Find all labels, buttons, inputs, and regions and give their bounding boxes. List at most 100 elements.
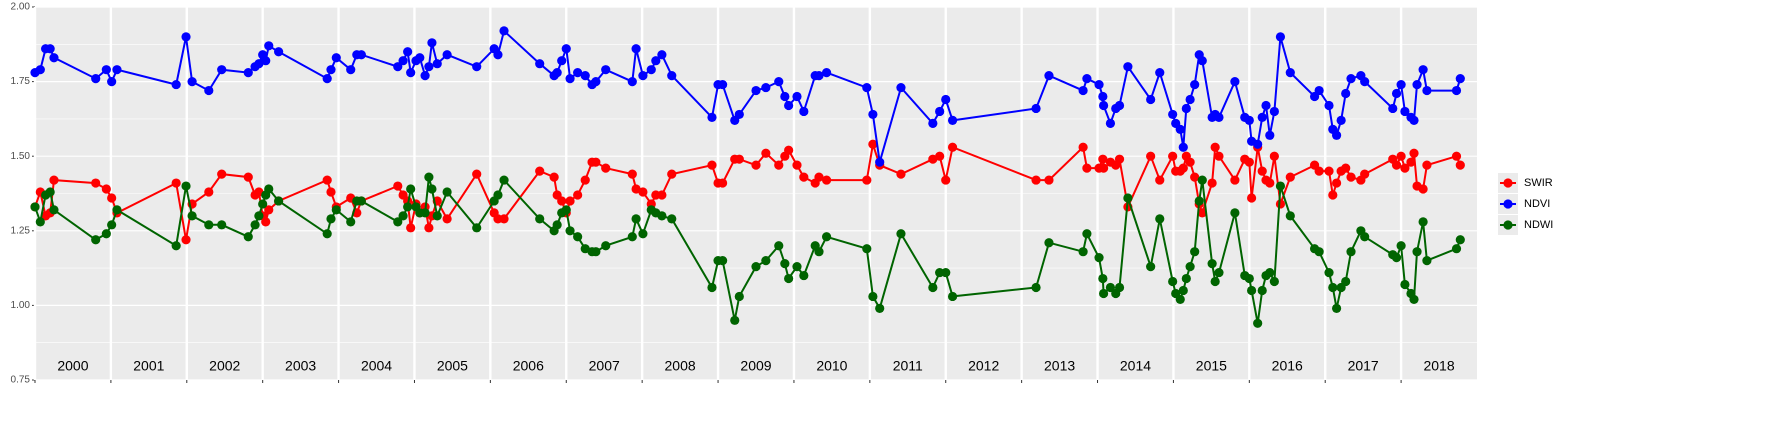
point: [552, 220, 562, 230]
point: [638, 229, 648, 239]
point: [1230, 77, 1240, 87]
point: [91, 178, 101, 188]
point: [1360, 77, 1370, 87]
point: [1331, 303, 1342, 313]
point: [761, 256, 771, 266]
legend-point: [1503, 220, 1513, 230]
point: [1391, 88, 1402, 99]
point: [868, 109, 878, 120]
point: [1098, 288, 1109, 299]
point: [112, 205, 122, 215]
point: [499, 175, 509, 185]
point: [1341, 88, 1351, 99]
point: [734, 291, 744, 302]
point: [49, 205, 59, 215]
year-label: 2012: [968, 358, 999, 374]
point: [1253, 318, 1263, 328]
point: [1078, 247, 1088, 257]
point: [1269, 151, 1279, 161]
year-label: 2004: [361, 358, 392, 374]
point: [601, 163, 611, 173]
point: [171, 241, 181, 251]
point: [1396, 151, 1406, 161]
point: [565, 74, 575, 84]
point: [331, 53, 341, 63]
point: [601, 65, 611, 75]
y-tick-label: 1.00: [11, 300, 31, 311]
point: [499, 214, 509, 224]
point: [1190, 79, 1200, 90]
point: [718, 79, 728, 90]
point: [667, 169, 677, 179]
point: [1194, 196, 1204, 206]
year-label: 2017: [1348, 358, 1379, 374]
point: [1400, 279, 1410, 290]
point: [1455, 235, 1465, 245]
year-label: 2010: [816, 358, 847, 374]
point: [557, 56, 567, 66]
point: [535, 214, 545, 224]
point: [1400, 106, 1410, 117]
point: [535, 166, 545, 176]
point: [1275, 181, 1286, 191]
point: [1418, 184, 1428, 194]
point: [261, 217, 271, 227]
point: [1360, 232, 1370, 242]
point: [1214, 151, 1224, 161]
point: [1185, 94, 1195, 105]
point: [1044, 238, 1054, 248]
point: [799, 172, 809, 182]
point: [1105, 282, 1116, 293]
point: [1230, 208, 1240, 218]
point: [1246, 285, 1257, 296]
point: [573, 68, 583, 78]
year-label: 2001: [133, 358, 164, 374]
point: [1388, 103, 1398, 114]
point: [1314, 247, 1324, 257]
point: [1418, 65, 1428, 75]
point: [1406, 157, 1416, 167]
point: [1346, 172, 1356, 182]
point: [1178, 285, 1188, 296]
point: [424, 172, 434, 182]
point: [1031, 282, 1041, 293]
point: [875, 157, 885, 167]
point: [631, 214, 641, 224]
point: [657, 211, 667, 221]
point: [751, 85, 761, 96]
point: [217, 220, 227, 230]
point: [181, 181, 191, 191]
point: [101, 229, 111, 239]
point: [432, 59, 442, 69]
year-label: 2000: [57, 358, 88, 374]
point: [730, 315, 740, 325]
point: [204, 85, 214, 96]
point: [398, 56, 408, 66]
point: [356, 196, 366, 206]
point: [784, 100, 794, 111]
point: [1098, 91, 1108, 102]
point: [1031, 103, 1041, 114]
point: [1114, 154, 1125, 164]
point: [631, 44, 641, 54]
point: [580, 175, 590, 185]
point: [420, 71, 430, 81]
point: [1331, 130, 1342, 140]
point: [1455, 74, 1465, 84]
point: [322, 74, 332, 84]
point: [250, 220, 260, 230]
year-label: 2007: [589, 358, 620, 374]
point: [322, 175, 332, 185]
point: [101, 184, 111, 194]
point: [442, 187, 452, 197]
point: [258, 199, 268, 209]
point: [1082, 163, 1092, 173]
point: [424, 223, 434, 233]
point: [1244, 115, 1254, 125]
point: [264, 205, 274, 215]
point: [1078, 85, 1088, 96]
point: [1246, 193, 1257, 203]
point: [638, 71, 648, 81]
point: [393, 62, 403, 72]
point: [799, 270, 809, 281]
